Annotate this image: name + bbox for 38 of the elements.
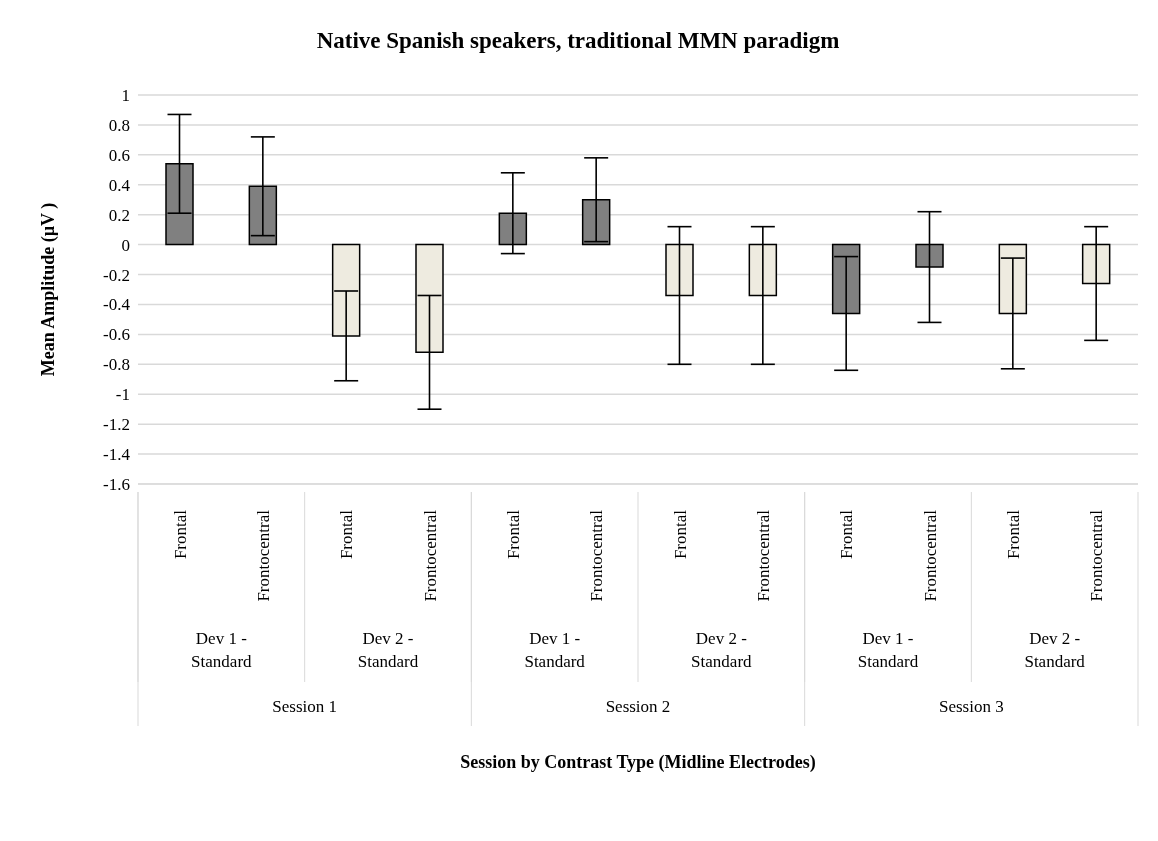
y-tick-label: -0.2: [103, 265, 130, 285]
x-tick-label: Frontal: [170, 509, 190, 560]
y-tick-label: 0.2: [108, 205, 130, 225]
y-tick-label: -0.4: [103, 295, 131, 315]
y-tick-label: -0.8: [103, 355, 130, 375]
text: Session 3: [938, 697, 1004, 716]
x-tick-label: Frontal: [337, 509, 357, 560]
y-tick-label: -1.2: [103, 415, 130, 435]
x-tick-label: Frontal: [504, 509, 523, 560]
text: Session 1: [272, 697, 338, 716]
x-tick-label: Frontocentral: [754, 509, 773, 602]
x-tick-label: Frontal: [1004, 509, 1023, 560]
text: Dev 1 - Standard: [857, 629, 919, 671]
x-tick-label: Frontocentral: [420, 509, 440, 602]
text: Dev 2 - Standard: [691, 629, 753, 671]
x-tick-label: Frontocentral: [1087, 509, 1107, 602]
x-tick-label: Frontocentral: [920, 509, 940, 602]
y-tick-label: -1.4: [103, 445, 131, 465]
y-tick-label: -0.6: [103, 325, 130, 345]
y-tick-label: 0.8: [108, 115, 130, 135]
x-tick-label: Frontocentral: [587, 509, 607, 602]
text: Dev 2 - Standard: [1024, 629, 1086, 671]
x-tick-label: Frontal: [837, 509, 857, 560]
x-tick-label: Frontocentral: [254, 509, 273, 602]
text: Dev 2 - Standard: [357, 629, 419, 671]
text: Dev 1 - Standard: [191, 629, 253, 671]
y-tick-label: 0.4: [108, 175, 131, 195]
y-tick-label: -1.6: [103, 475, 130, 495]
y-tick-label: -1: [115, 385, 130, 405]
x-tick-label: Frontal: [670, 509, 690, 560]
text: Dev 1 - Standard: [524, 629, 586, 671]
y-tick-label: 1: [121, 86, 130, 106]
y-axis-title: Mean Amplitude (µV ): [38, 202, 60, 377]
text: Session by Contrast Type (Midline Electrodes): [460, 752, 816, 773]
y-tick-label: 0: [121, 235, 130, 255]
text: Session 2: [605, 697, 671, 716]
chart-title: Native Spanish speakers, traditional MMN paradigm: [315, 28, 841, 54]
y-tick-label: 0.6: [108, 145, 130, 165]
